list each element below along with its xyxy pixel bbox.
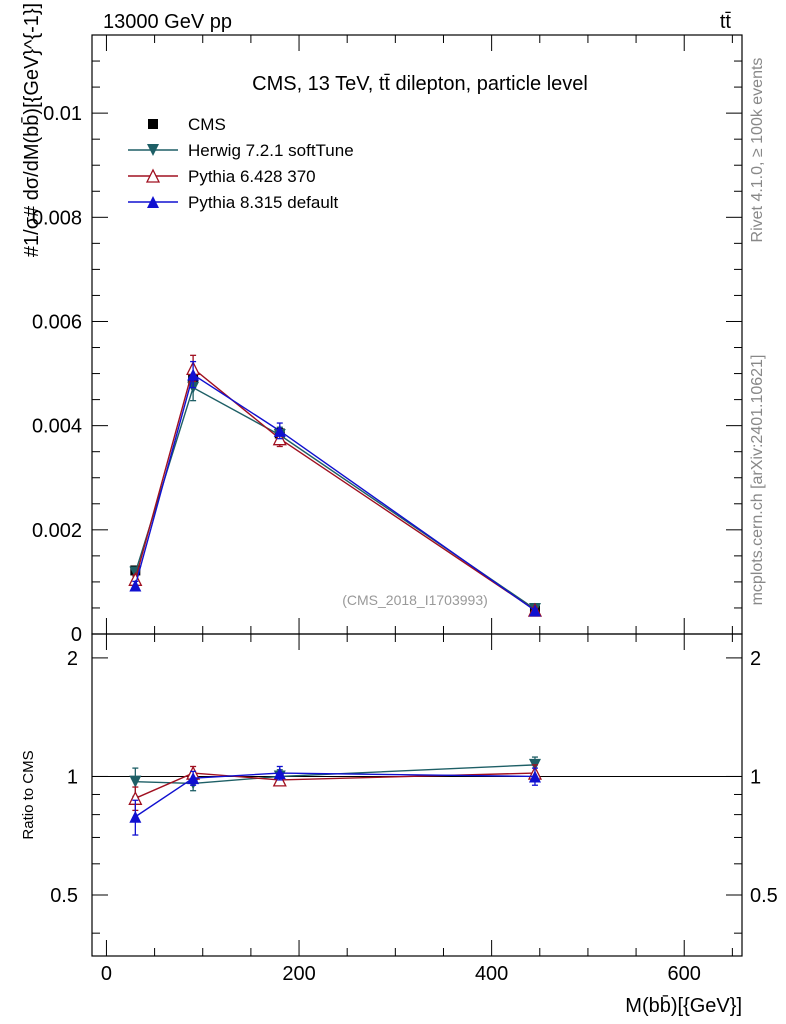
ratio-y-tick-label: 1 <box>67 766 78 788</box>
legend-label: Pythia 6.428 370 <box>188 167 316 186</box>
main-series-group <box>128 354 543 617</box>
series-line <box>134 373 536 612</box>
series-line <box>135 772 535 799</box>
data-point-marker <box>129 579 142 592</box>
x-tick-label: 600 <box>668 963 701 985</box>
legend-entry-pythia8: Pythia 8.315 default <box>128 193 339 212</box>
ratio-series-group <box>128 756 543 836</box>
main-y-axis-label: #1/σ# dσ/dM(bb̄)[{GeV}^{-1}] <box>20 3 43 257</box>
ratio-y-axis-label: Ratio to CMS <box>20 750 37 839</box>
series-line <box>134 772 535 818</box>
y-tick-label: 0.006 <box>32 311 82 333</box>
y-tick-label: 0.004 <box>32 416 82 438</box>
legend-entry-pythia6: Pythia 6.428 370 <box>128 167 316 186</box>
legend-label: Pythia 8.315 default <box>188 193 339 212</box>
series-pythia8 <box>129 360 541 617</box>
main-axis-ticks <box>92 35 742 956</box>
analysis-watermark: (CMS_2018_I1703993) <box>342 592 488 608</box>
chart-title: CMS, 13 TeV, tt̄ dilepton, particle leve… <box>252 73 588 95</box>
data-point-marker <box>147 196 159 208</box>
data-point-marker <box>528 770 541 783</box>
ratio-y-tick-label: 0.5 <box>50 885 78 907</box>
ratio-y-tick-labels: 0.5 0.5 1 1 2 2 <box>50 648 778 907</box>
legend: CMS Herwig 7.2.1 softTune Pythia 6.428 370… <box>128 115 354 212</box>
y-axis-label-text: #1/σ# dσ/dM(bb̄)[{GeV}^{-1}] <box>20 3 43 257</box>
legend-label: CMS <box>188 115 226 134</box>
series-pythia8 <box>129 765 541 836</box>
x-tick-label: 400 <box>475 963 508 985</box>
ratio-y-tick-label-right: 0.5 <box>750 885 778 907</box>
ratio-y-tick-label-right: 1 <box>750 766 761 788</box>
legend-label: Herwig 7.2.1 softTune <box>188 141 354 160</box>
data-point-marker <box>187 368 200 381</box>
legend-entry-cms: CMS <box>148 115 226 134</box>
data-point-marker <box>187 772 200 785</box>
mcplots-label: mcplots.cern.ch [arXiv:2401.10621] <box>749 355 766 606</box>
ratio-y-tick-label: 2 <box>67 648 78 670</box>
main-y-tick-labels: 0 0.002 0.004 0.006 0.008 0.01 <box>32 103 82 646</box>
x-axis-label: M(bb̄)[{GeV}] <box>625 994 742 1017</box>
series-line <box>134 367 536 611</box>
data-point-marker <box>273 424 286 437</box>
final-state-label: tt̄ <box>720 11 732 33</box>
series-line <box>135 764 535 785</box>
y-tick-label: 0.002 <box>32 520 82 542</box>
data-point-marker <box>145 168 161 183</box>
y-tick-label: 0 <box>71 624 82 646</box>
x-tick-label: 200 <box>282 963 315 985</box>
y-tick-label: 0.008 <box>32 207 82 229</box>
ratio-axis-ticks <box>92 657 742 934</box>
data-point-marker <box>129 775 142 788</box>
legend-entry-herwig: Herwig 7.2.1 softTune <box>128 141 354 160</box>
data-point-marker <box>148 119 158 129</box>
ratio-y-tick-label-right: 2 <box>750 648 761 670</box>
series-herwig <box>129 373 541 615</box>
series-cms <box>130 371 540 616</box>
ratio-panel-frame <box>91 633 743 957</box>
x-tick-labels: 0 200 400 600 <box>101 963 701 985</box>
rivet-version-label: Rivet 4.1.0, ≥ 100k events <box>749 58 766 243</box>
data-point-marker <box>147 144 159 156</box>
data-point-marker <box>273 767 286 780</box>
data-point-marker <box>528 604 541 617</box>
process-label: 13000 GeV pp <box>103 11 232 33</box>
y-tick-label: 0.01 <box>43 103 82 125</box>
series-line <box>134 386 536 610</box>
x-tick-label: 0 <box>101 963 112 985</box>
data-point-marker <box>129 810 142 823</box>
